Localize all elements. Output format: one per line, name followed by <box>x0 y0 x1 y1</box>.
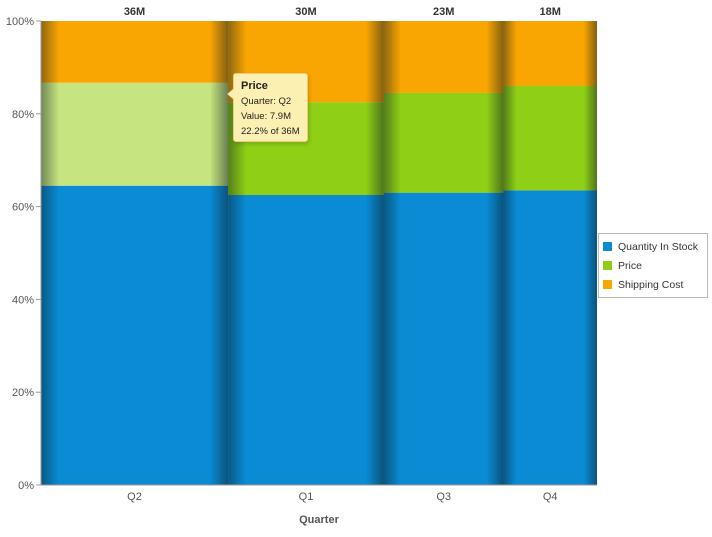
x-tick-label-q1: Q1 <box>299 491 314 503</box>
legend: Quantity In Stock Price Shipping Cost <box>598 233 708 298</box>
total-label-q4: 18M <box>540 6 561 18</box>
bar-shipping-cost-q3[interactable] <box>383 21 504 93</box>
bar-price-q3[interactable] <box>383 92 504 193</box>
bar-shade-left <box>503 21 517 485</box>
tooltip-share: 22.2% of 36M <box>241 126 300 137</box>
bar-quantity-in-stock-q1[interactable] <box>228 195 384 485</box>
x-tick-label-q2: Q2 <box>127 491 142 503</box>
legend-swatch-shipping-cost <box>603 280 612 289</box>
legend-item-shipping-cost[interactable]: Shipping Cost <box>603 275 703 294</box>
y-tick-label: 100% <box>6 16 34 28</box>
x-tick-label-q4: Q4 <box>543 491 558 503</box>
y-tick-label: 40% <box>12 294 34 306</box>
bar-shade-right <box>365 21 384 485</box>
bar-shade-right <box>210 21 229 485</box>
total-label-q2: 36M <box>124 6 145 18</box>
total-label-q1: 30M <box>295 6 316 18</box>
tooltip-title: Price <box>241 80 268 92</box>
total-label-q3: 23M <box>433 6 454 18</box>
legend-item-price[interactable]: Price <box>603 256 703 275</box>
bar-quantity-in-stock-q3[interactable] <box>383 192 504 485</box>
y-tick-label: 20% <box>12 387 34 399</box>
bar-quantity-in-stock-q4[interactable] <box>503 190 597 486</box>
y-tick-label: 80% <box>12 109 34 121</box>
bar-shade-left <box>41 21 59 485</box>
y-tick-label: 0% <box>18 480 34 492</box>
legend-label: Price <box>618 259 642 272</box>
bar-shipping-cost-q4[interactable] <box>503 21 597 86</box>
bar-shade-left <box>383 21 401 485</box>
legend-item-quantity-in-stock[interactable]: Quantity In Stock <box>603 237 703 256</box>
bar-price-q2[interactable] <box>41 82 229 186</box>
tooltip: Price Quarter: Q2 Value: 7.9M 22.2% of 3… <box>227 73 308 142</box>
tooltip-quarter: Quarter: Q2 <box>241 96 292 107</box>
legend-swatch-price <box>603 261 612 270</box>
y-tick-label: 60% <box>12 202 34 214</box>
bar-shipping-cost-q2[interactable] <box>41 21 229 83</box>
x-axis-title: Quarter <box>299 514 339 526</box>
legend-label: Quantity In Stock <box>618 240 698 253</box>
bar-quantity-in-stock-q2[interactable] <box>41 185 229 485</box>
bar-shade-right <box>486 21 504 485</box>
tooltip-value: Value: 7.9M <box>241 111 291 122</box>
x-tick-label-q3: Q3 <box>436 491 451 503</box>
legend-swatch-quantity-in-stock <box>603 242 612 251</box>
bar-price-q4[interactable] <box>503 85 597 191</box>
bar-shade-right <box>583 21 597 485</box>
legend-label: Shipping Cost <box>618 278 684 291</box>
